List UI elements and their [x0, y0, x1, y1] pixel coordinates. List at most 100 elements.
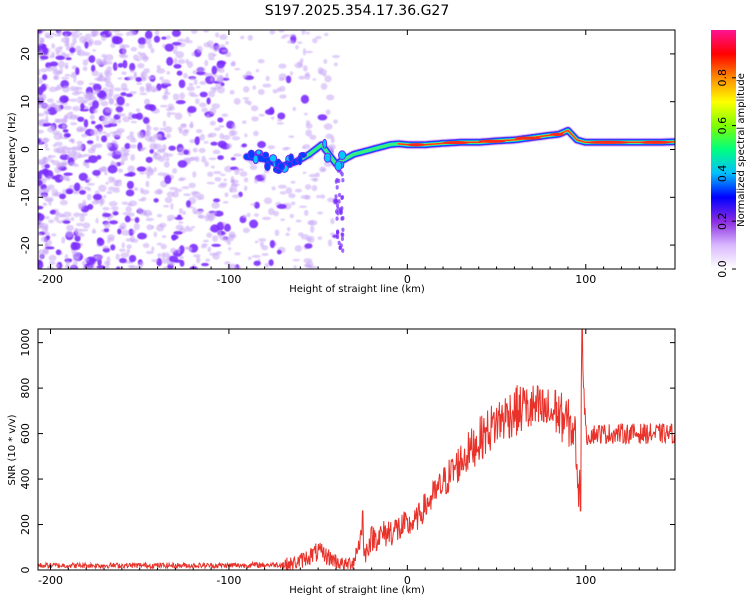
- noise-speckle: [204, 161, 210, 167]
- noise-speckle: [292, 106, 297, 111]
- noise-speckle: [40, 118, 46, 123]
- noise-speckle: [66, 147, 76, 150]
- noise-speckle: [247, 100, 252, 106]
- noise-speckle: [217, 155, 224, 160]
- noise-speckle: [208, 57, 215, 61]
- noise-speckle: [309, 266, 319, 269]
- noise-speckle: [64, 33, 68, 40]
- noise-speckle: [249, 219, 259, 229]
- noise-speckle: [63, 116, 68, 123]
- noise-speckle: [106, 190, 113, 195]
- noise-speckle: [44, 164, 50, 169]
- noise-speckle: [303, 263, 311, 268]
- noise-speckle: [187, 157, 195, 162]
- noise-speckle: [55, 212, 64, 218]
- noise-speckle: [312, 78, 317, 81]
- noise-speckle: [114, 143, 119, 148]
- snr-y-tick-label: 800: [19, 378, 32, 399]
- noise-speckle: [144, 30, 153, 40]
- noise-speckle: [253, 260, 261, 266]
- noise-speckle: [228, 247, 232, 251]
- noise-speckle: [118, 248, 126, 253]
- noise-speckle: [125, 93, 133, 98]
- noise-speckle: [211, 243, 222, 247]
- noise-speckle: [139, 86, 145, 93]
- noise-speckle: [317, 236, 323, 240]
- noise-speckle: [153, 126, 159, 131]
- colorbar-tick-label: 0.4: [716, 165, 729, 183]
- noise-speckle: [84, 41, 89, 49]
- noise-speckle: [202, 239, 209, 243]
- noise-speckle: [201, 107, 208, 113]
- noise-speckle: [38, 68, 41, 76]
- noise-speckle: [214, 127, 221, 131]
- noise-speckle: [38, 77, 44, 85]
- noise-speckle: [298, 232, 304, 237]
- noise-speckle: [90, 129, 99, 136]
- noise-speckle: [258, 113, 265, 117]
- noise-speckle: [82, 222, 91, 229]
- noise-speckle: [91, 30, 98, 35]
- noise-speckle: [208, 157, 217, 161]
- noise-speckle: [124, 143, 131, 150]
- noise-speckle: [114, 149, 124, 155]
- noise-speckle: [313, 178, 318, 183]
- noise-speckle: [62, 53, 70, 57]
- noise-speckle: [234, 252, 241, 256]
- noise-speckle: [198, 147, 206, 154]
- noise-speckle: [122, 149, 131, 153]
- noise-speckle: [53, 216, 60, 222]
- noise-speckle: [128, 254, 137, 263]
- noise-speckle: [230, 179, 239, 184]
- noise-speckle: [207, 52, 216, 59]
- noise-speckle: [76, 143, 85, 150]
- noise-speckle: [149, 104, 157, 112]
- noise-speckle: [120, 155, 129, 162]
- noise-speckle: [289, 34, 297, 37]
- noise-speckle: [328, 144, 336, 150]
- noise-speckle: [75, 45, 82, 53]
- noise-speckle: [148, 212, 153, 216]
- noise-speckle: [316, 194, 321, 199]
- noise-speckle: [211, 65, 218, 75]
- snr-x-tick-label: 100: [575, 574, 596, 587]
- noise-speckle: [43, 248, 49, 254]
- noise-speckle: [129, 131, 134, 137]
- noise-speckle: [107, 143, 113, 147]
- noise-speckle: [276, 122, 284, 125]
- noise-speckle: [177, 38, 187, 43]
- noise-speckle: [96, 238, 105, 246]
- noise-speckle: [177, 152, 185, 156]
- noise-speckle: [55, 263, 60, 268]
- noise-speckle: [109, 220, 118, 225]
- noise-speckle: [193, 79, 198, 85]
- noise-speckle: [122, 116, 131, 123]
- noise-speckle: [38, 37, 45, 44]
- noise-speckle: [231, 194, 241, 199]
- noise-speckle: [39, 254, 44, 260]
- noise-speckle: [213, 48, 218, 52]
- noise-speckle: [208, 90, 216, 98]
- noise-speckle: [117, 168, 124, 173]
- noise-speckle: [129, 69, 134, 73]
- noise-speckle: [258, 238, 267, 242]
- noise-speckle: [257, 89, 265, 96]
- signal-knot: [277, 162, 286, 171]
- noise-speckle: [38, 119, 43, 126]
- noise-speckle: [206, 113, 211, 119]
- noise-speckle: [133, 187, 139, 191]
- noise-speckle: [326, 94, 335, 101]
- spectrogram-y-tick-label: 20: [19, 47, 32, 61]
- noise-speckle: [78, 32, 83, 36]
- noise-speckle: [166, 191, 175, 198]
- noise-speckle: [46, 66, 54, 72]
- noise-speckle: [157, 172, 166, 176]
- noise-speckle: [173, 63, 182, 69]
- noise-speckle: [146, 224, 153, 231]
- noise-speckle: [222, 221, 226, 227]
- signal-knot: [264, 161, 271, 172]
- signal-knot: [297, 154, 303, 166]
- noise-speckle: [95, 217, 99, 224]
- noise-speckle: [48, 254, 57, 262]
